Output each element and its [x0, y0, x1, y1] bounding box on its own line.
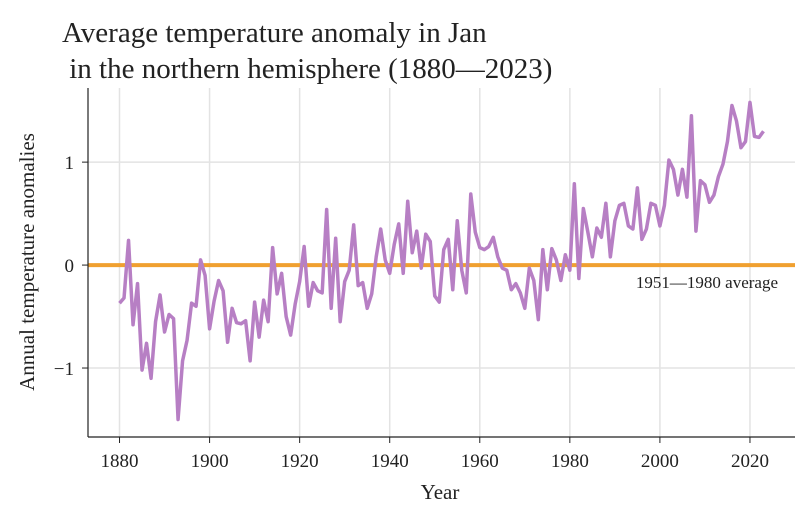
x-tick-label: 1880	[101, 451, 139, 472]
reference-line-label: 1951—1980 average	[636, 273, 778, 292]
y-tick-label: 0	[65, 256, 75, 277]
x-tick-label: 1960	[461, 451, 499, 472]
x-tick-label: 2020	[731, 451, 769, 472]
y-tick-label: 1	[65, 153, 75, 174]
x-axis-label: Year	[421, 480, 460, 504]
chart-title-line-2: in the northern hemisphere (1880—2023)	[62, 53, 552, 85]
y-axis-label: Annual temperature anomalies	[15, 133, 39, 391]
y-tick-label: −1	[54, 359, 74, 380]
axis-ticks: 1880 1900 1920 1940 1960 1980 2000 2020 −1 0 1	[54, 153, 769, 472]
x-tick-label: 1920	[281, 451, 319, 472]
chart-title-line-1: Average temperature anomaly in Jan	[62, 17, 487, 49]
x-tick-label: 1900	[191, 451, 229, 472]
x-tick-label: 2000	[641, 451, 679, 472]
series-line-anomaly	[118, 100, 765, 422]
x-tick-label: 1940	[371, 451, 409, 472]
x-tick-label: 1980	[551, 451, 589, 472]
